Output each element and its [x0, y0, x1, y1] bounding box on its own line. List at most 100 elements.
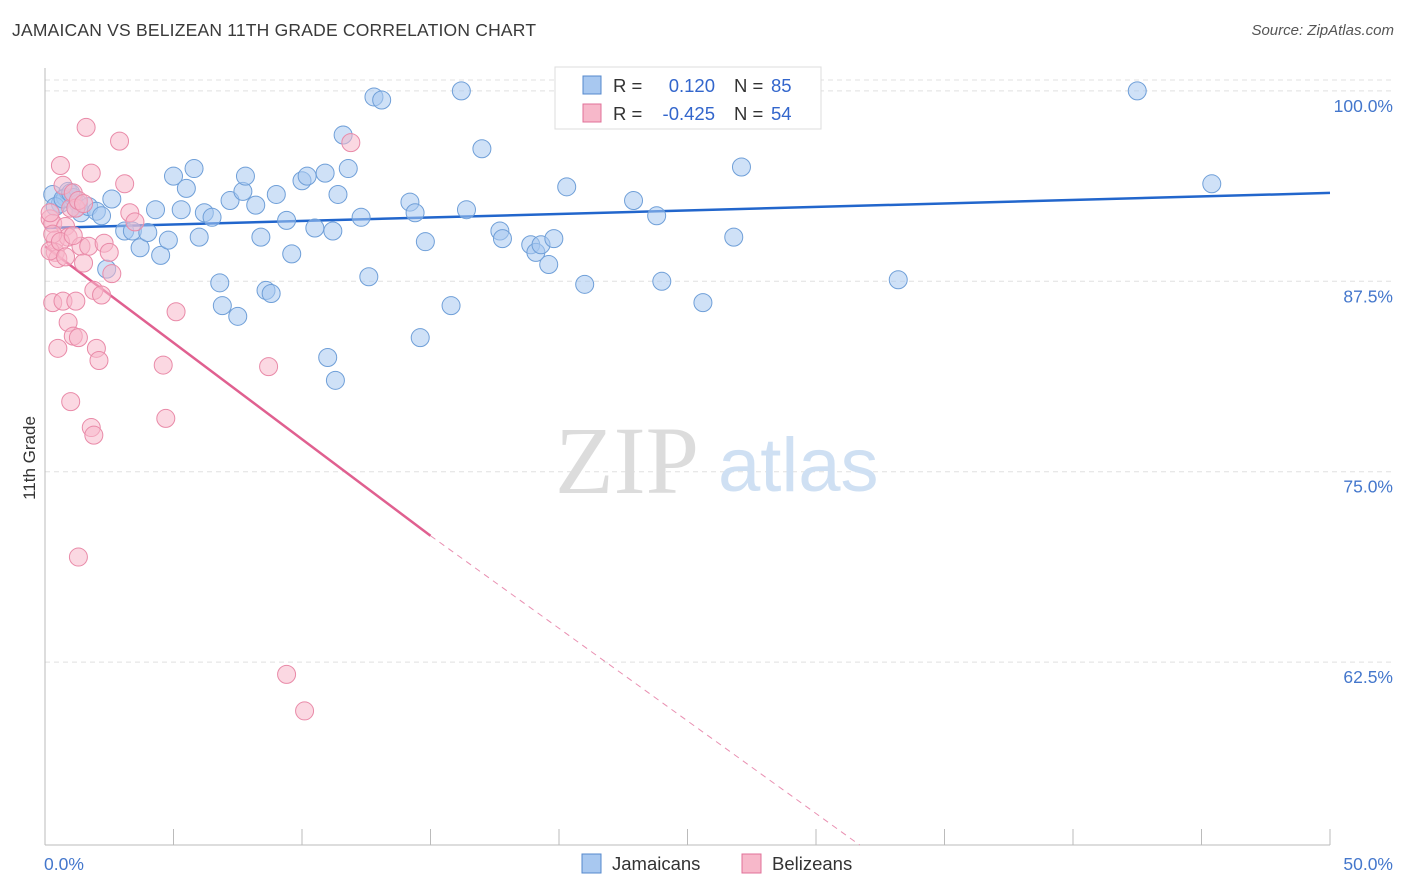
- jamaican-point: [212, 296, 232, 316]
- belizean-point: [74, 194, 94, 214]
- belizean-point: [277, 664, 297, 684]
- chart-title: JAMAICAN VS BELIZEAN 11TH GRADE CORRELAT…: [12, 20, 537, 40]
- jamaican-point: [246, 195, 266, 215]
- belizean-point: [68, 547, 88, 567]
- stats-r-value-belizeans: -0.425: [663, 103, 715, 124]
- legend-label-jamaicans: Jamaicans: [612, 853, 700, 874]
- stats-n-value-belizeans: 54: [771, 103, 792, 124]
- belizean-point: [156, 408, 176, 428]
- legend-item-jamaicans[interactable]: Jamaicans: [581, 853, 700, 874]
- jamaican-point: [92, 206, 112, 226]
- belizean-point: [68, 328, 88, 348]
- jamaican-point: [277, 210, 297, 230]
- stats-r-label-belizeans: R =: [613, 103, 642, 124]
- jamaican-point: [456, 200, 476, 220]
- belizean-point: [66, 291, 86, 311]
- belizean-point: [99, 242, 119, 262]
- jamaican-point: [146, 200, 166, 220]
- legend-swatch-belizeans: [741, 853, 762, 874]
- jamaican-point: [731, 157, 751, 177]
- stats-box: R = 0.120 N = 85 R = -0.425 N = 54: [554, 66, 822, 130]
- y-tick-label: 100.0%: [1334, 96, 1393, 116]
- jamaican-point: [415, 232, 435, 252]
- belizean-point: [153, 355, 173, 375]
- jamaican-point: [323, 221, 343, 241]
- jamaican-point: [266, 184, 286, 204]
- belizean-point: [166, 302, 186, 322]
- jamaican-point: [410, 328, 430, 348]
- belizean-point: [76, 117, 96, 137]
- jamaican-point: [372, 90, 392, 110]
- jamaican-point: [575, 274, 595, 294]
- stats-swatch-jamaicans: [582, 75, 602, 95]
- legend: Jamaicans Belizeans: [581, 853, 852, 874]
- data-points: [40, 81, 1222, 721]
- y-tick-label: 62.5%: [1343, 667, 1393, 687]
- belizean-point: [61, 392, 81, 412]
- jamaican-point: [210, 273, 230, 293]
- tick-labels: 62.5% 75.0% 87.5% 100.0% 0.0% 50.0%: [44, 96, 1393, 874]
- watermark-atlas: atlas: [718, 423, 879, 508]
- jamaican-point: [724, 227, 744, 247]
- belizean-point: [48, 338, 68, 358]
- y-axis-title: 11th Grade: [20, 416, 39, 500]
- jamaican-point: [164, 166, 183, 186]
- y-tick-label: 75.0%: [1343, 477, 1393, 497]
- belizean-point: [125, 212, 145, 232]
- belizean-point: [84, 425, 104, 445]
- legend-swatch-jamaicans: [581, 853, 602, 874]
- belizean-point: [102, 264, 122, 284]
- jamaican-point: [1202, 174, 1222, 194]
- belizean-point: [50, 156, 70, 176]
- jamaican-point: [297, 166, 317, 186]
- x-tick-label: 0.0%: [44, 854, 84, 874]
- belizean-point: [295, 701, 315, 721]
- stats-swatch-belizeans: [582, 103, 602, 123]
- belizean-point: [115, 174, 135, 194]
- jamaican-point: [693, 293, 713, 313]
- belizean-point: [56, 247, 76, 267]
- jamaican-point: [176, 178, 196, 198]
- jamaican-point: [351, 207, 371, 227]
- jamaican-point: [261, 283, 281, 303]
- stats-n-value-jamaicans: 85: [771, 75, 792, 96]
- jamaican-point: [359, 267, 379, 287]
- belizean-point: [40, 203, 60, 223]
- jamaican-point: [184, 159, 204, 179]
- belizean-point: [259, 357, 279, 377]
- chart-source: Source: ZipAtlas.com: [1251, 22, 1394, 39]
- jamaican-point: [318, 347, 338, 367]
- jamaican-point: [557, 177, 577, 197]
- jamaican-point: [130, 238, 150, 258]
- jamaican-point: [405, 203, 425, 223]
- watermark: ZIP atlas: [555, 407, 879, 514]
- stats-n-label-belizeans: N =: [734, 103, 763, 124]
- jamaican-point: [647, 206, 667, 226]
- belizean-point: [74, 253, 94, 273]
- jamaican-point: [282, 244, 302, 264]
- jamaican-point: [492, 229, 512, 249]
- jamaican-point: [315, 163, 335, 183]
- jamaican-point: [1127, 81, 1147, 101]
- jamaican-point: [102, 189, 122, 209]
- jamaican-point: [151, 245, 171, 265]
- jamaican-point: [624, 191, 644, 211]
- belizean-point: [110, 131, 130, 151]
- jamaican-point: [202, 207, 222, 227]
- jamaican-point: [228, 306, 248, 326]
- jamaican-point: [338, 159, 358, 179]
- x-tick-label: 50.0%: [1343, 854, 1393, 874]
- stats-r-value-jamaicans: 0.120: [669, 75, 715, 96]
- jamaican-point: [472, 139, 492, 159]
- belizean-point: [341, 133, 361, 153]
- jamaican-point: [652, 271, 672, 291]
- jamaican-point: [189, 227, 209, 247]
- trend-line-jamaicans: [44, 191, 1331, 230]
- jamaican-point: [544, 229, 564, 249]
- jamaican-point: [888, 270, 908, 290]
- jamaican-point: [171, 200, 191, 220]
- legend-item-belizeans[interactable]: Belizeans: [741, 853, 852, 874]
- belizean-point: [89, 351, 109, 371]
- stats-r-label-jamaicans: R =: [613, 75, 642, 96]
